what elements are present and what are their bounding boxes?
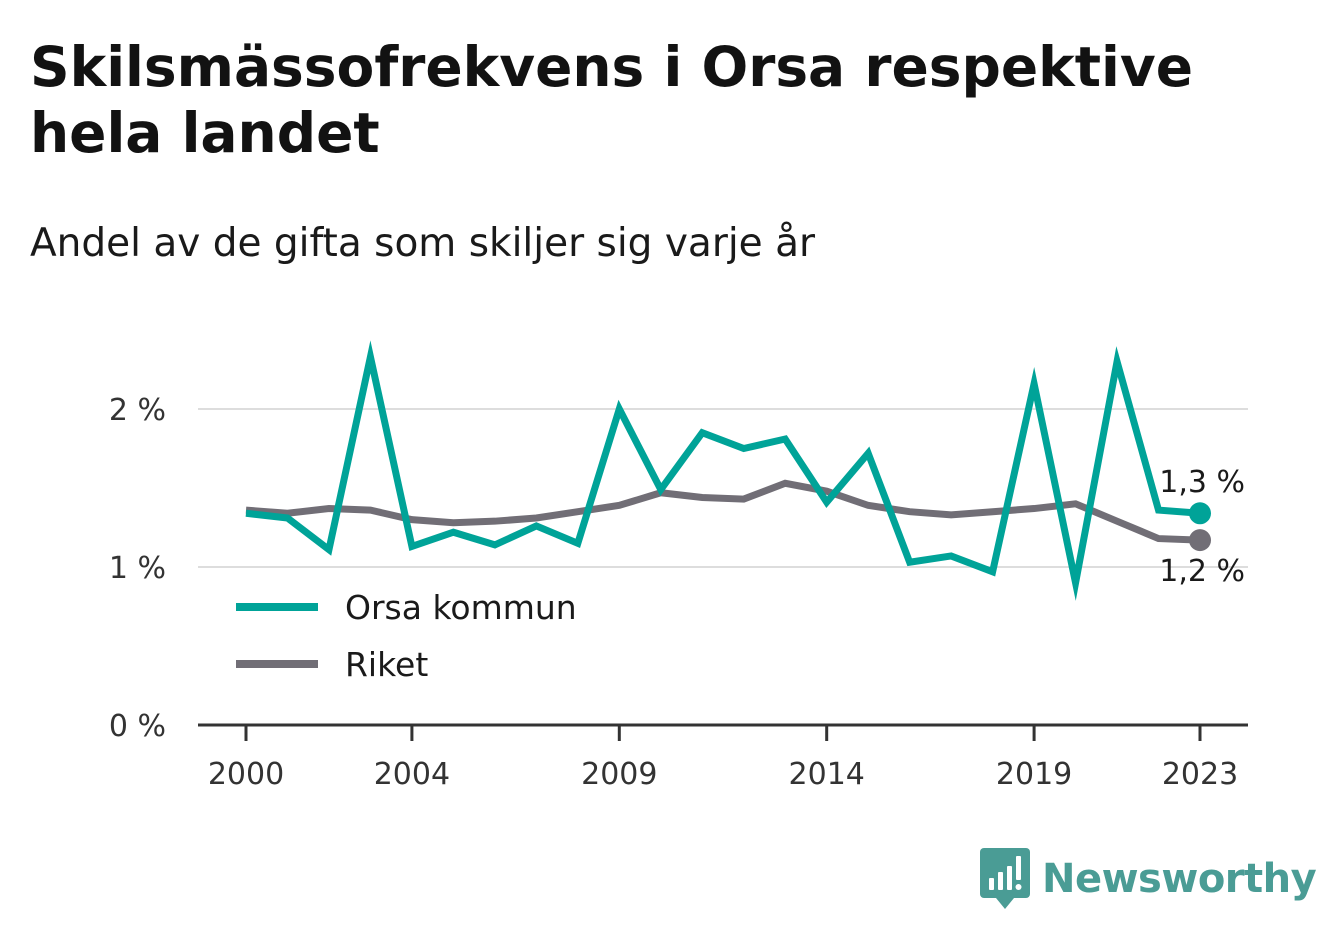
end-value-label: 1,3 % xyxy=(1159,465,1245,500)
x-tick-label: 2000 xyxy=(208,757,284,792)
series-line-orsa xyxy=(245,340,1201,601)
y-tick-label: 2 % xyxy=(109,393,166,428)
x-tick-label: 2004 xyxy=(374,757,450,792)
y-tick-label: 0 % xyxy=(109,709,166,744)
x-tick-label: 2014 xyxy=(789,757,865,792)
x-tick-label: 2019 xyxy=(996,757,1072,792)
x-tick-label: 2023 xyxy=(1162,757,1238,792)
newsworthy-logo: Newsworthy xyxy=(980,848,1317,910)
end-value-label: 1,2 % xyxy=(1159,554,1245,589)
legend: Orsa kommun Riket xyxy=(236,588,577,684)
end-point-orsa xyxy=(1189,502,1211,525)
x-tick-label: 2009 xyxy=(581,757,657,792)
end-point-riket xyxy=(1189,529,1211,552)
y-tick-label: 1 % xyxy=(109,551,166,586)
legend-label: Riket xyxy=(345,645,428,684)
chart-title: Skilsmässofrekvens i Orsa respektive hel… xyxy=(30,35,1194,165)
series-lines xyxy=(245,340,1211,601)
x-axis: 2000 2004 2009 2014 2019 2023 xyxy=(198,723,1248,792)
newsworthy-logo-icon xyxy=(980,848,1030,909)
end-labels: 1,3 % 1,2 % xyxy=(1159,465,1245,589)
brand-name: Newsworthy xyxy=(1042,856,1317,902)
chart-subtitle: Andel av de gifta som skiljer sig varje … xyxy=(30,221,816,266)
legend-label: Orsa kommun xyxy=(345,588,577,627)
